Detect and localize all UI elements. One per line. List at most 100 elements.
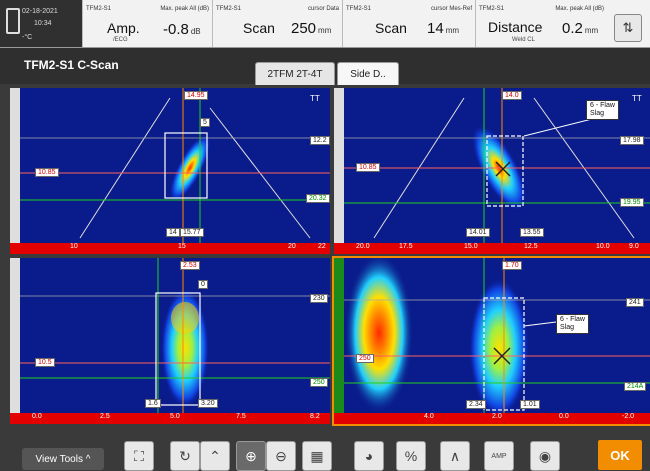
cursor-label-right-bottom: 214A — [624, 382, 647, 391]
tick-label: 7.5 — [236, 413, 246, 420]
reading-source: TFM2-S1 — [86, 6, 112, 12]
reading-amplitude[interactable]: TFM2-S1 Max. peak All (dB) Amp. /ECG -0.… — [82, 0, 213, 47]
tab-side-d[interactable]: Side D.. — [337, 62, 399, 85]
cursor-label-bottom-b: 1.01 — [520, 400, 540, 409]
reading-distance[interactable]: TFM2-S1 Max. peak All (dB) Distance Weld… — [475, 0, 608, 47]
tick-label: 17.5 — [399, 243, 413, 250]
eye-icon: ◉ — [538, 447, 552, 464]
cursor-label-bottom-a: 1.6 — [145, 399, 161, 408]
expand-icon: ⛶ — [134, 447, 144, 464]
reading-value: -0.8 — [163, 21, 189, 38]
bl-bottom-ruler[interactable]: 0.0 2.5 5.0 7.5 8.2 — [10, 413, 330, 424]
view-tools-button[interactable]: View Tools ^ — [22, 448, 104, 470]
reading-label: Max. peak All (dB) — [555, 6, 604, 12]
reading-scan-mes-ref[interactable]: TFM2-S1 cursor Mes-Ref Scan 14 mm — [342, 0, 476, 47]
tick-label: 15.0 — [464, 243, 478, 250]
cursor-label-right-bottom: 250 — [310, 378, 328, 387]
view-bottom-right[interactable]: 4.0 2.0 0.0 -2.0 1.70 250 241 214A 2.34 … — [332, 256, 650, 426]
zoom-in-icon: ⊕ — [245, 447, 257, 464]
reading-source: TFM2-S1 — [479, 6, 505, 12]
tick-label: 9.0 — [629, 243, 639, 250]
tr-bottom-ruler[interactable]: 20.0 17.5 15.0 12.5 10.0 9.0 — [334, 243, 650, 254]
rotate-options-button[interactable]: ⌃ — [200, 441, 230, 471]
tick-label: 8.2 — [310, 413, 320, 420]
cursor-label-right-bottom: 19.95 — [620, 198, 644, 207]
cursor-label-right-top: 17.98 — [620, 136, 644, 145]
br-bottom-ruler[interactable]: 4.0 2.0 0.0 -2.0 — [334, 413, 650, 424]
tick-label: 20 — [288, 243, 296, 250]
reading-label: Max. peak All (dB) — [160, 6, 209, 12]
tick-label: 10.0 — [596, 243, 610, 250]
flaw-type: Slag — [590, 110, 605, 117]
cursor-label-left: 10.5 — [35, 358, 55, 367]
cursor-label-left: 10.85 — [35, 168, 59, 177]
corner-label: TT — [632, 94, 642, 103]
reading-value: 250 — [291, 20, 317, 37]
cursor-label-left: 250 — [356, 354, 374, 363]
tick-label: 15 — [178, 243, 186, 250]
tick-label: 10 — [70, 243, 78, 250]
reading-name: Amp. — [107, 20, 140, 36]
cursor-label-top: 2.53 — [180, 261, 200, 270]
cursor-label-right-top: 241 — [626, 298, 644, 307]
percent-button[interactable]: % — [396, 441, 426, 471]
ok-button[interactable]: OK — [598, 440, 642, 470]
tr-left-ruler[interactable] — [334, 88, 344, 254]
cursor-label-top: 14.0 — [502, 91, 522, 100]
waveform-icon: ∧ — [449, 447, 461, 464]
reading-scan-data[interactable]: TFM2-S1 cursor Data Scan 250 mm — [212, 0, 343, 47]
tl-bottom-ruler[interactable]: 10 15 20 22 — [10, 243, 330, 254]
fullscreen-button[interactable]: ⛶ — [124, 441, 154, 471]
percent-label: % — [404, 448, 418, 464]
amp-button[interactable]: AMP — [484, 441, 514, 471]
rotate-button[interactable]: ↻ — [170, 441, 200, 471]
view-top-right[interactable]: 20.0 17.5 15.0 12.5 10.0 9.0 14.0 10.85 … — [334, 88, 650, 254]
cursor-label-top: 1.70 — [502, 261, 522, 270]
tab-2tfm[interactable]: 2TFM 2T-4T — [255, 62, 335, 85]
cursor-label-top: 14.95 — [184, 91, 208, 100]
tick-label: 2.0 — [492, 413, 502, 420]
tr-scan-image — [344, 88, 650, 243]
tick-label: 2.5 — [100, 413, 110, 420]
reading-unit: mm — [445, 26, 460, 35]
palette-button[interactable]: ◕ — [354, 441, 384, 471]
br-left-ruler[interactable] — [334, 258, 344, 424]
flaw-type: Slag — [560, 324, 575, 331]
reading-source: TFM2-S1 — [346, 6, 372, 12]
cursor-label-right-bottom: 20.32 — [306, 194, 330, 203]
view-bottom-left[interactable]: 0.0 2.5 5.0 7.5 8.2 2.53 10.5 230 250 1.… — [10, 258, 330, 424]
reading-value: 0.2 — [562, 20, 583, 37]
flaw-indication-label[interactable]: 6 - Flaw Slag — [556, 314, 589, 334]
swap-arrows-icon: ⇅ — [622, 20, 634, 35]
view-top-left[interactable]: 10 15 20 22 14.95 10.85 12.2 20.32 14 15… — [10, 88, 330, 254]
tick-label: 12.5 — [524, 243, 538, 250]
grid-button[interactable]: ▦ — [302, 441, 332, 471]
status-temp: -°C — [22, 34, 33, 41]
tick-label: 20.0 — [356, 243, 370, 250]
battery-icon — [6, 8, 20, 34]
reading-name: Scan — [243, 20, 275, 36]
waveform-button[interactable]: ∧ — [440, 441, 470, 471]
cursor-label-right-top: 230 — [310, 294, 328, 303]
swap-readings-button[interactable]: ⇅ — [614, 14, 642, 42]
grid-icon: ▦ — [310, 447, 324, 464]
bl-left-ruler[interactable] — [10, 258, 20, 424]
zoom-in-button[interactable]: ⊕ — [236, 441, 266, 471]
cursor-label-left: 10.85 — [356, 163, 380, 172]
tl-left-ruler[interactable] — [10, 88, 20, 254]
visibility-button[interactable]: ◉ — [530, 441, 560, 471]
cursor-label-right-top: 12.2 — [310, 136, 330, 145]
tick-label: -2.0 — [622, 413, 635, 420]
tick-label: 4.0 — [424, 413, 434, 420]
cursor-label-bottom-b: 3.20 — [198, 399, 218, 408]
reading-unit: mm — [584, 26, 599, 35]
reading-sub: Weld CL — [512, 37, 535, 43]
rotate-icon: ↻ — [179, 447, 191, 464]
flaw-indication-label[interactable]: 6 - Flaw Slag — [586, 100, 619, 120]
cursor-number-label: 5 — [200, 118, 210, 127]
reading-unit: mm — [318, 26, 332, 35]
cursor-label-bottom-b: 13.55 — [520, 228, 544, 237]
reading-source: TFM2-S1 — [216, 6, 242, 12]
zoom-out-button[interactable]: ⊖ — [266, 441, 296, 471]
reading-label: cursor Mes-Ref — [430, 6, 472, 12]
